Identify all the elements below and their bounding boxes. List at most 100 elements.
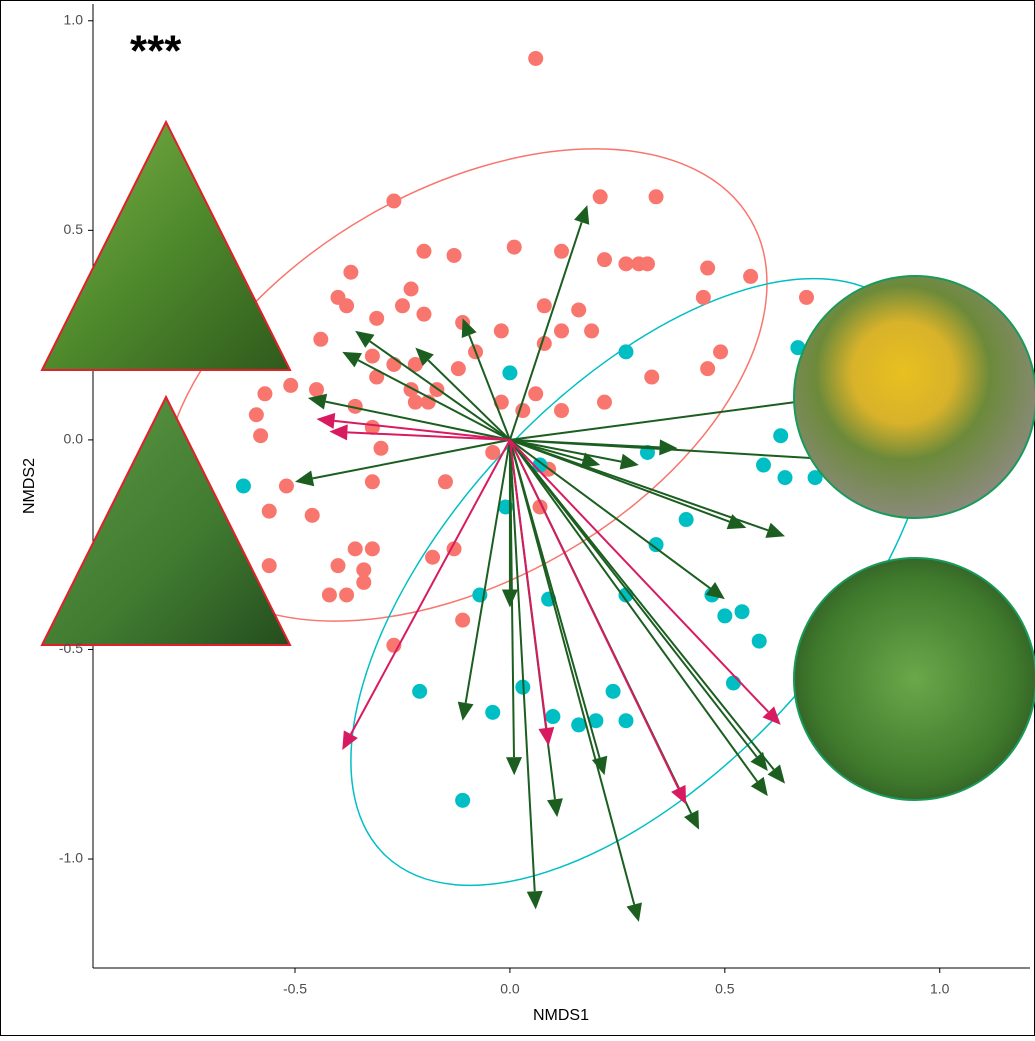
site-point [605, 683, 621, 699]
vector-shaft [509, 395, 841, 441]
vector-head [307, 393, 328, 410]
site-point [412, 683, 428, 699]
site-point [545, 709, 561, 725]
site-point [416, 243, 432, 259]
site-point [339, 587, 355, 603]
site-point [446, 541, 462, 557]
vector-shaft [334, 419, 511, 441]
site-point [356, 562, 372, 578]
photo-triangle [40, 394, 292, 646]
vector-head [619, 453, 639, 470]
site-point [528, 50, 544, 66]
vector-shaft [509, 438, 769, 532]
photo-circle [793, 275, 1035, 519]
site-point [356, 574, 372, 590]
site-point [261, 503, 277, 519]
vector-head [750, 776, 768, 797]
y-tick-label: 0.0 [64, 431, 84, 447]
site-point [618, 344, 634, 360]
site-point [725, 675, 741, 691]
site-point [596, 252, 612, 268]
vector-head [671, 784, 687, 805]
species-vector [295, 438, 511, 487]
site-point [790, 340, 806, 356]
site-point [343, 264, 359, 280]
vector-shaft [468, 334, 511, 441]
y-tick-label: 1.0 [64, 11, 84, 27]
species-vector [316, 412, 511, 441]
vector-head [457, 701, 474, 721]
site-point [485, 704, 501, 720]
site-point [235, 478, 251, 494]
site-point [798, 289, 814, 305]
site-point [416, 306, 432, 322]
species-vector [508, 439, 543, 910]
site-point [554, 403, 569, 419]
vector-shaft [347, 431, 510, 441]
site-point [257, 386, 273, 402]
species-vector [505, 439, 522, 776]
vector-head [580, 452, 601, 468]
site-point [437, 474, 453, 490]
vector-head [626, 902, 642, 922]
site-point [283, 377, 299, 393]
site-point [455, 792, 471, 808]
site-point [648, 189, 664, 205]
species-vector [508, 439, 642, 922]
species-vector [509, 438, 786, 538]
vector-head [342, 730, 358, 751]
site-point [313, 331, 329, 347]
vector-head [501, 589, 518, 608]
vector-shaft [464, 439, 511, 704]
site-point [695, 289, 711, 305]
site-point [644, 369, 660, 385]
site-point [639, 256, 655, 272]
vector-shaft [349, 439, 511, 735]
site-point [618, 587, 634, 603]
x-tick-label: 0.5 [715, 981, 735, 997]
vector-head [342, 351, 362, 368]
vector-head [547, 798, 563, 818]
species-vector [509, 438, 639, 470]
vector-shaft [427, 359, 511, 441]
site-point [248, 407, 264, 423]
species-vector [355, 330, 511, 441]
site-point [700, 260, 716, 276]
site-point [777, 470, 793, 486]
site-point [648, 537, 664, 553]
site-point [618, 256, 634, 272]
species-vector [461, 318, 511, 441]
marks [235, 50, 859, 922]
site-point [253, 428, 269, 444]
site-point [446, 247, 462, 263]
site-point [321, 587, 337, 603]
site-point [403, 281, 419, 297]
site-point [364, 474, 380, 490]
site-point [584, 323, 600, 339]
vector-shaft [509, 439, 711, 590]
site-point [425, 549, 441, 565]
vector-head [295, 470, 315, 487]
vector-shaft [325, 400, 511, 441]
site-point [485, 444, 501, 460]
vector-head [355, 330, 375, 348]
vector-shaft [509, 439, 680, 789]
vector-head [705, 582, 725, 600]
site-point [713, 344, 729, 360]
site-point [592, 189, 608, 205]
site-point [773, 428, 789, 444]
vector-shaft [369, 340, 511, 441]
site-point [493, 323, 509, 339]
site-point [309, 382, 325, 398]
vector-head [591, 755, 608, 776]
species-vector [508, 439, 555, 746]
vector-head [574, 205, 590, 225]
species-vector [508, 439, 608, 776]
site-point [554, 243, 569, 259]
species-vector [508, 205, 590, 441]
significance-annotation: *** [130, 27, 182, 76]
site-point [571, 302, 587, 318]
site-point [261, 558, 277, 574]
